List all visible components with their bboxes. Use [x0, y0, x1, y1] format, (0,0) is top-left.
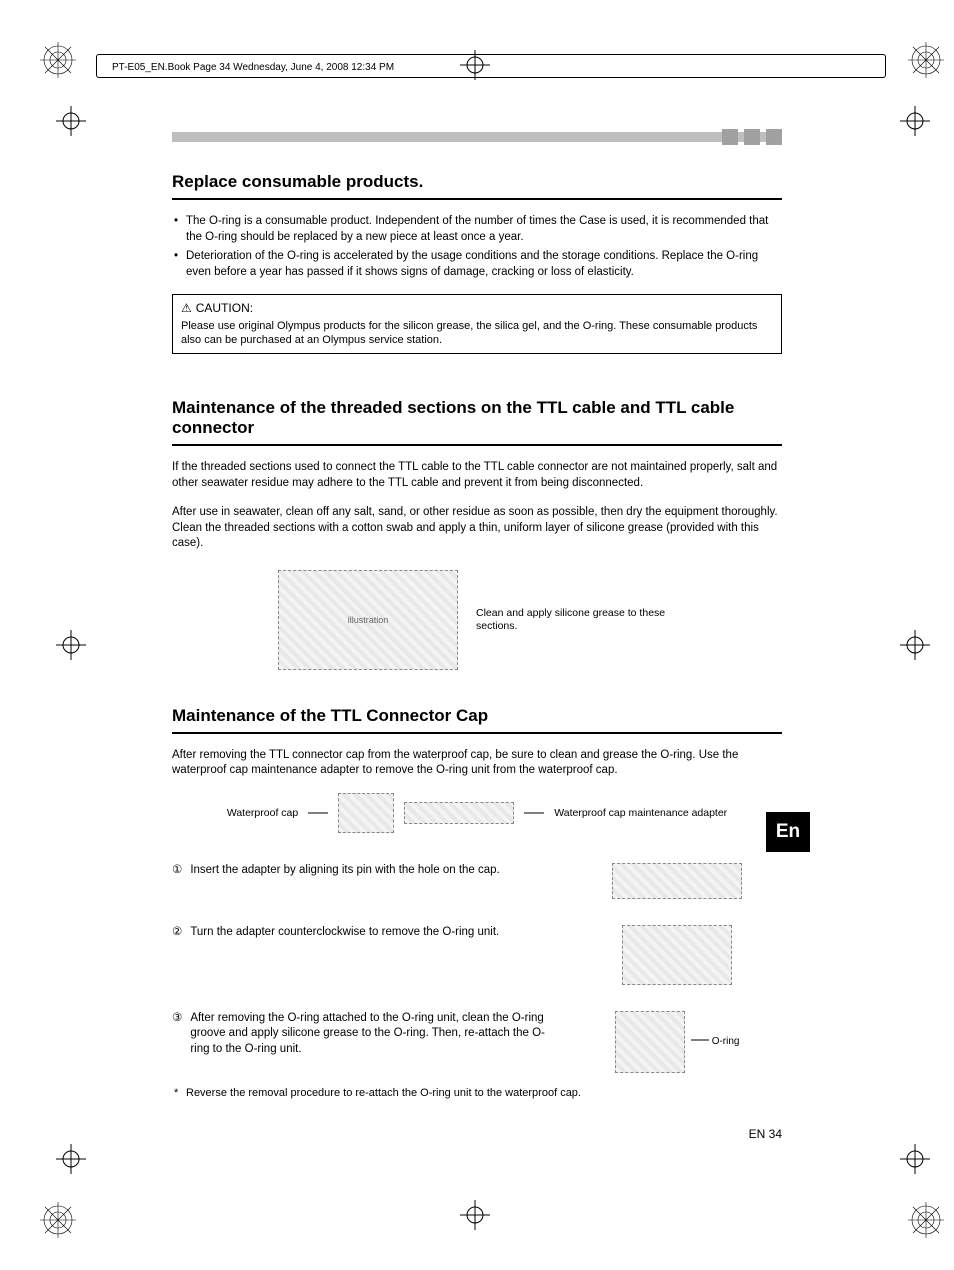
threaded-section-illustration: illustration	[278, 570, 458, 670]
reg-mark-bl	[38, 1200, 78, 1240]
header-bar	[172, 132, 782, 142]
step-text: After removing the O-ring attached to th…	[190, 1011, 552, 1058]
language-tab: En	[766, 812, 810, 852]
reg-mark-tr	[906, 40, 946, 80]
section2-p1: If the threaded sections used to connect…	[172, 460, 782, 491]
page-content: Replace consumable products. The O-ring …	[172, 132, 782, 1099]
step-2: ② Turn the adapter counterclockwise to r…	[172, 925, 552, 941]
steps-list: ① Insert the adapter by aligning its pin…	[172, 863, 782, 1073]
target-icon	[460, 1200, 490, 1230]
step-1: ① Insert the adapter by aligning its pin…	[172, 863, 552, 879]
waterproof-cap-label: Waterproof cap	[227, 807, 298, 819]
step-text: Turn the adapter counterclockwise to rem…	[190, 925, 499, 941]
waterproof-cap-illustration	[338, 793, 394, 833]
section3-title: Maintenance of the TTL Connector Cap	[172, 706, 782, 734]
leader-line	[691, 1036, 709, 1044]
section2-figure: illustration Clean and apply silicone gr…	[172, 570, 782, 670]
leader-line	[308, 808, 328, 818]
insert-adapter-illustration	[612, 863, 742, 899]
adapter-illustration	[404, 802, 514, 824]
bullet-item: Deterioration of the O-ring is accelerat…	[172, 249, 782, 280]
step-number: ②	[172, 925, 182, 941]
target-icon	[900, 106, 930, 136]
target-icon	[56, 106, 86, 136]
step-text: Insert the adapter by aligning its pin w…	[190, 863, 499, 879]
target-icon	[56, 630, 86, 660]
target-icon	[900, 630, 930, 660]
caution-label-text: CAUTION:	[196, 301, 253, 315]
oring-unit-illustration	[615, 1011, 685, 1073]
step-number: ③	[172, 1011, 182, 1058]
section3-intro: After removing the TTL connector cap fro…	[172, 748, 782, 779]
header-file-info: PT-E05_EN.Book Page 34 Wednesday, June 4…	[112, 62, 394, 73]
reg-mark-tl	[38, 40, 78, 80]
reverse-procedure-note: Reverse the removal procedure to re-atta…	[172, 1087, 782, 1099]
target-icon	[56, 1144, 86, 1174]
target-icon	[900, 1144, 930, 1174]
caution-label: ⚠ CAUTION:	[181, 301, 773, 317]
leader-line	[524, 808, 544, 818]
step-1-figure	[572, 863, 782, 899]
section2-p2: After use in seawater, clean off any sal…	[172, 505, 782, 552]
section1-title: Replace consumable products.	[172, 172, 782, 200]
bullet-item: The O-ring is a consumable product. Inde…	[172, 214, 782, 245]
section1-bullets: The O-ring is a consumable product. Inde…	[172, 214, 782, 280]
step-3: ③ After removing the O-ring attached to …	[172, 1011, 552, 1058]
step-3-figure: O-ring	[572, 1011, 782, 1073]
reg-mark-br	[906, 1200, 946, 1240]
cap-adapter-diagram: Waterproof cap Waterproof cap maintenanc…	[172, 793, 782, 833]
figure-caption: Clean and apply silicone grease to these…	[476, 607, 676, 633]
section2-title: Maintenance of the threaded sections on …	[172, 398, 782, 446]
caution-box: ⚠ CAUTION: Please use original Olympus pr…	[172, 294, 782, 354]
step-2-figure	[572, 925, 782, 985]
decorative-squares	[722, 129, 782, 145]
page-number: EN 34	[749, 1127, 782, 1141]
caution-text: Please use original Olympus products for…	[181, 319, 773, 348]
adapter-label: Waterproof cap maintenance adapter	[554, 807, 727, 819]
turn-ccw-illustration	[622, 925, 732, 985]
warning-icon: ⚠	[181, 301, 192, 315]
step-number: ①	[172, 863, 182, 879]
oring-label: O-ring	[712, 1036, 740, 1047]
